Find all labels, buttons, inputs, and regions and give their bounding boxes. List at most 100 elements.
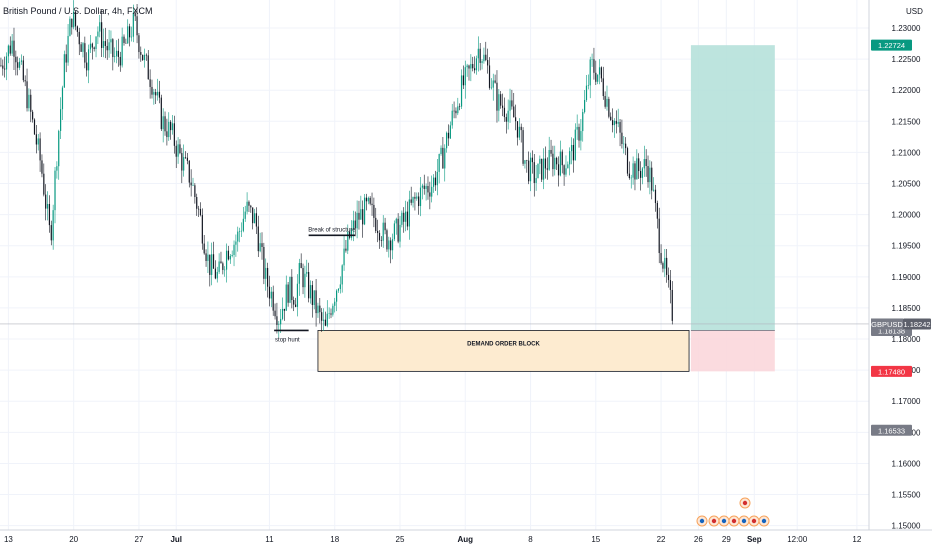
- flag-icon: [761, 518, 767, 524]
- candle-body: [2, 65, 4, 69]
- candle-body: [244, 211, 246, 219]
- candle-body: [606, 98, 608, 107]
- candle-body: [488, 65, 491, 88]
- candle-body: [501, 105, 504, 108]
- candle-body: [177, 144, 179, 157]
- candle-body: [384, 222, 386, 231]
- candle-body: [255, 213, 258, 227]
- y-tick-label: 1.15000: [892, 522, 921, 531]
- candle-body: [179, 144, 181, 154]
- candle-body: [272, 291, 274, 311]
- candle-body: [71, 18, 73, 28]
- candle-body: [263, 246, 265, 279]
- candle-body: [593, 59, 595, 73]
- y-tick-label: 1.16000: [892, 459, 921, 468]
- candle-body: [101, 22, 103, 48]
- candle-body: [50, 225, 52, 241]
- candle-body: [436, 171, 438, 186]
- candle-body: [418, 196, 420, 207]
- candle-body: [466, 65, 468, 68]
- candle-body: [388, 240, 390, 250]
- candle-body: [322, 319, 325, 321]
- candle-body: [485, 54, 487, 61]
- candle-body: [570, 144, 573, 152]
- candle-body: [253, 213, 256, 224]
- candle-body: [524, 160, 526, 164]
- candle-body: [643, 159, 645, 169]
- candle-body: [662, 263, 664, 269]
- candle-body: [516, 121, 519, 138]
- candle-body: [613, 120, 616, 126]
- candle-body: [578, 126, 580, 141]
- candle-body: [84, 43, 86, 63]
- candle-body: [399, 224, 401, 242]
- candle-body: [625, 143, 627, 149]
- chart-title: British Pound / U.S. Dollar, 4h, FXCM: [3, 6, 153, 16]
- candle-body: [166, 131, 168, 138]
- candle-body: [321, 312, 323, 321]
- candle-body: [619, 122, 621, 133]
- candle-body: [658, 218, 660, 254]
- event-icon: [696, 515, 708, 527]
- candle-body: [419, 187, 422, 207]
- price-tag-label: 1.17480: [878, 367, 905, 376]
- candle-body: [145, 54, 147, 56]
- candle-body: [112, 39, 114, 58]
- candle-body: [168, 121, 170, 138]
- candle-body: [252, 207, 254, 224]
- candle-body: [548, 149, 550, 170]
- candle-body: [45, 194, 47, 209]
- candle-body: [390, 240, 392, 251]
- x-tick-label: 25: [396, 535, 405, 544]
- candle-body: [598, 67, 601, 75]
- time-axis[interactable]: 13 20 27 Jul 11 18 25 Aug 8 15 22 26 29 Sep 12:00 12: [4, 535, 862, 544]
- candle-body: [293, 300, 295, 305]
- candle-body: [537, 163, 539, 179]
- candle-body: [328, 313, 330, 314]
- break-of-structure-label: Break of structure: [308, 227, 356, 233]
- candle-body: [119, 56, 121, 66]
- candle-body: [401, 212, 403, 225]
- y-tick-label: 1.21500: [892, 117, 921, 126]
- annotations: Break of structure stop hunt DEMAND ORDER …: [274, 227, 540, 347]
- candle-body: [375, 217, 377, 231]
- candle-body: [559, 151, 561, 176]
- candle-body: [291, 276, 293, 301]
- candle-body: [595, 72, 597, 82]
- candle-body: [481, 61, 483, 63]
- candle-body: [520, 126, 522, 131]
- candle-body: [412, 196, 414, 203]
- candle-body: [76, 26, 78, 32]
- candle-body: [285, 284, 287, 311]
- candle-body: [294, 304, 297, 307]
- stop-zone: [690, 330, 775, 372]
- candle-body: [496, 82, 498, 111]
- candle-body: [276, 316, 278, 325]
- candle-body: [274, 310, 276, 317]
- candle-body: [239, 231, 241, 232]
- candle-body: [397, 218, 399, 242]
- event-icon: [748, 515, 760, 527]
- candle-body: [460, 75, 463, 107]
- y-tick-label: 1.18500: [892, 304, 921, 313]
- candle-body: [155, 92, 157, 96]
- candle-body: [371, 203, 373, 205]
- candle-body: [43, 173, 45, 195]
- x-tick-label: Jul: [170, 535, 182, 544]
- candle-body: [233, 244, 235, 256]
- candle-body: [308, 272, 310, 299]
- candle-body: [492, 80, 494, 88]
- candle-body: [611, 120, 614, 126]
- candle-body: [455, 110, 457, 114]
- candle-body: [572, 144, 575, 161]
- x-tick-label: Sep: [747, 535, 762, 544]
- candle-body: [341, 265, 343, 285]
- candle-body: [584, 100, 586, 113]
- flag-icon: [699, 518, 705, 524]
- candle-body: [654, 189, 657, 204]
- candle-body: [39, 138, 41, 161]
- economic-events[interactable]: [696, 497, 770, 527]
- flag-icon: [731, 518, 737, 524]
- price-tags: 1.22724 1.18138 1.17480 1.16533 GBPUSD 1.1824…: [871, 39, 931, 436]
